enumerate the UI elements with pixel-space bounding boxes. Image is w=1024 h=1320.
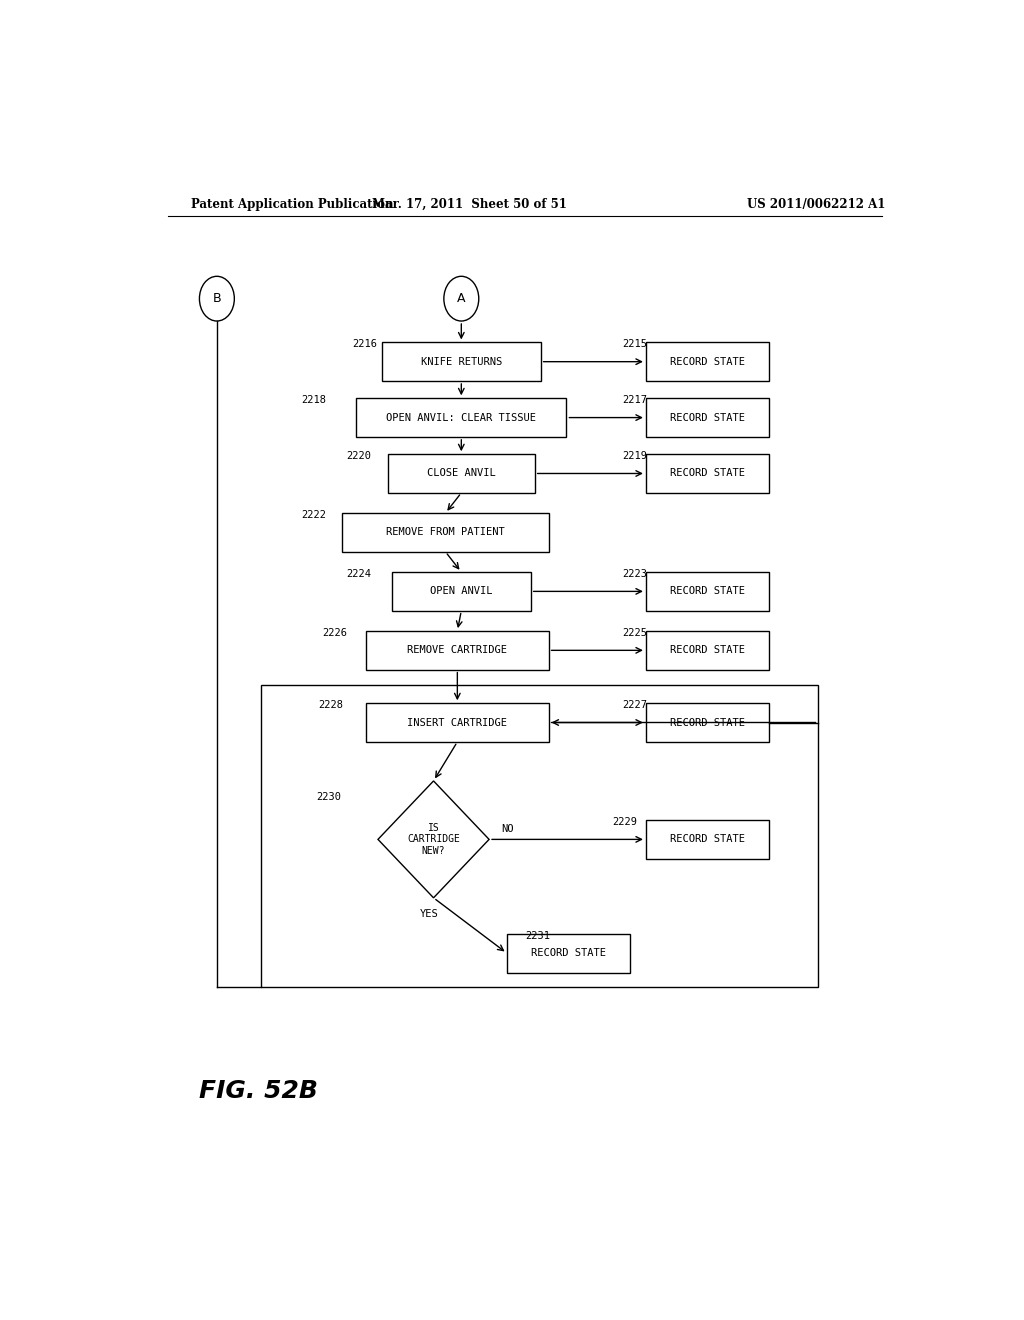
Text: RECORD STATE: RECORD STATE xyxy=(670,356,744,367)
Bar xyxy=(382,342,541,381)
Text: 2215: 2215 xyxy=(623,339,647,350)
Bar xyxy=(388,454,535,492)
Bar xyxy=(342,513,549,552)
Text: NO: NO xyxy=(501,824,513,834)
Bar xyxy=(646,820,769,859)
Text: 2229: 2229 xyxy=(612,817,637,828)
Bar xyxy=(356,399,566,437)
Text: 2231: 2231 xyxy=(524,931,550,941)
Bar xyxy=(507,935,630,973)
Text: KNIFE RETURNS: KNIFE RETURNS xyxy=(421,356,502,367)
Text: RECORD STATE: RECORD STATE xyxy=(531,948,606,958)
Text: 2218: 2218 xyxy=(301,395,326,405)
Text: 2227: 2227 xyxy=(623,700,647,710)
Text: RECORD STATE: RECORD STATE xyxy=(670,469,744,478)
Bar xyxy=(367,704,549,742)
Text: REMOVE CARTRIDGE: REMOVE CARTRIDGE xyxy=(408,645,507,655)
Bar xyxy=(646,704,769,742)
Text: YES: YES xyxy=(420,909,439,919)
Text: 2225: 2225 xyxy=(623,628,647,638)
Text: REMOVE FROM PATIENT: REMOVE FROM PATIENT xyxy=(386,528,505,537)
Text: OPEN ANVIL: CLEAR TISSUE: OPEN ANVIL: CLEAR TISSUE xyxy=(386,413,537,422)
Text: 2224: 2224 xyxy=(346,569,372,579)
Text: US 2011/0062212 A1: US 2011/0062212 A1 xyxy=(748,198,886,211)
Text: RECORD STATE: RECORD STATE xyxy=(670,645,744,655)
Polygon shape xyxy=(378,781,489,898)
Text: 2226: 2226 xyxy=(323,628,347,638)
Bar xyxy=(646,572,769,611)
Text: 2230: 2230 xyxy=(316,792,341,801)
Text: Patent Application Publication: Patent Application Publication xyxy=(191,198,394,211)
Text: 2223: 2223 xyxy=(623,569,647,579)
Text: 2228: 2228 xyxy=(318,700,343,710)
Text: RECORD STATE: RECORD STATE xyxy=(670,718,744,727)
Text: CLOSE ANVIL: CLOSE ANVIL xyxy=(427,469,496,478)
Bar xyxy=(646,342,769,381)
Bar xyxy=(261,685,818,987)
Text: A: A xyxy=(457,292,466,305)
Text: 2217: 2217 xyxy=(623,395,647,405)
Text: OPEN ANVIL: OPEN ANVIL xyxy=(430,586,493,597)
Bar xyxy=(367,631,549,669)
Text: RECORD STATE: RECORD STATE xyxy=(670,834,744,845)
Text: RECORD STATE: RECORD STATE xyxy=(670,413,744,422)
Text: Mar. 17, 2011  Sheet 50 of 51: Mar. 17, 2011 Sheet 50 of 51 xyxy=(372,198,566,211)
Text: RECORD STATE: RECORD STATE xyxy=(670,586,744,597)
Text: B: B xyxy=(213,292,221,305)
Text: 2219: 2219 xyxy=(623,451,647,461)
Text: FIG. 52B: FIG. 52B xyxy=(200,1080,318,1104)
Text: INSERT CARTRIDGE: INSERT CARTRIDGE xyxy=(408,718,507,727)
Text: IS
CARTRIDGE
NEW?: IS CARTRIDGE NEW? xyxy=(408,822,460,855)
Text: 2220: 2220 xyxy=(346,451,372,461)
Bar xyxy=(646,631,769,669)
Text: 2216: 2216 xyxy=(352,339,377,350)
Text: 2222: 2222 xyxy=(301,510,326,520)
Bar xyxy=(646,399,769,437)
Bar xyxy=(646,454,769,492)
Bar xyxy=(392,572,530,611)
